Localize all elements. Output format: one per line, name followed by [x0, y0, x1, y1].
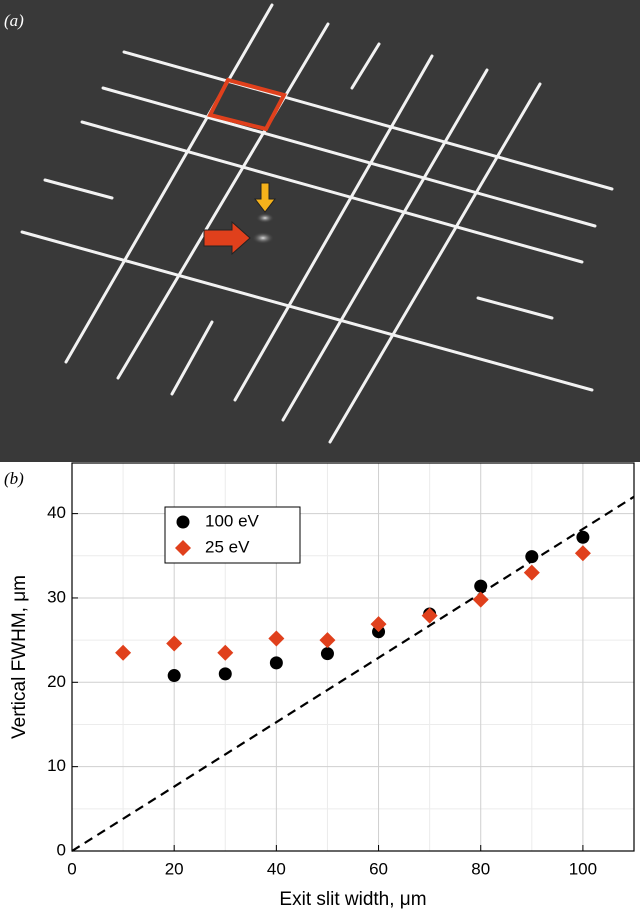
x-tick-label: 60	[369, 859, 388, 878]
x-tick-label: 40	[267, 859, 286, 878]
data-point	[472, 591, 489, 608]
x-tick-label: 20	[165, 859, 184, 878]
data-point	[319, 632, 336, 649]
y-tick-label: 10	[47, 756, 66, 775]
y-axis-label: Vertical FWHM, μm	[9, 575, 30, 739]
panel-label: (a)	[4, 11, 24, 30]
plot-frame	[71, 462, 635, 852]
data-point	[176, 515, 190, 529]
data-point	[269, 656, 283, 670]
spot	[252, 232, 274, 244]
data-point	[175, 540, 191, 556]
x-axis-label: Exit slit width, μm	[279, 889, 426, 910]
data-point	[523, 564, 540, 581]
legend-box	[164, 506, 301, 564]
y-tick-label: 0	[57, 840, 66, 859]
data-point	[268, 630, 285, 647]
legend-label: 25 eV	[205, 537, 250, 556]
grid-lines-image	[20, 3, 614, 444]
data-point	[525, 550, 539, 564]
red-arrow	[203, 220, 251, 256]
data-point	[167, 669, 181, 683]
image-background	[0, 0, 640, 462]
x-tick-label: 100	[569, 859, 597, 878]
reference-line	[71, 495, 635, 852]
x-tick-label: 80	[471, 859, 490, 878]
data-point	[218, 667, 232, 681]
yellow-arrow	[253, 182, 277, 213]
y-tick-label: 30	[47, 587, 66, 606]
data-point	[474, 579, 488, 593]
data-point	[320, 647, 334, 661]
panel-a: (a)	[0, 0, 640, 462]
data-point	[574, 545, 591, 562]
data-point	[166, 635, 183, 652]
legend-label: 100 eV	[205, 511, 260, 530]
highlight-box	[207, 77, 287, 132]
spot	[256, 213, 274, 223]
panel-label: (b)	[4, 469, 24, 488]
y-tick-label: 20	[47, 672, 66, 691]
data-point	[115, 644, 132, 661]
data-point	[576, 530, 590, 544]
data-point	[217, 644, 234, 661]
data-point	[421, 607, 438, 624]
data-point	[370, 616, 387, 633]
y-tick-label: 40	[47, 503, 66, 522]
x-tick-label: 0	[67, 859, 76, 878]
